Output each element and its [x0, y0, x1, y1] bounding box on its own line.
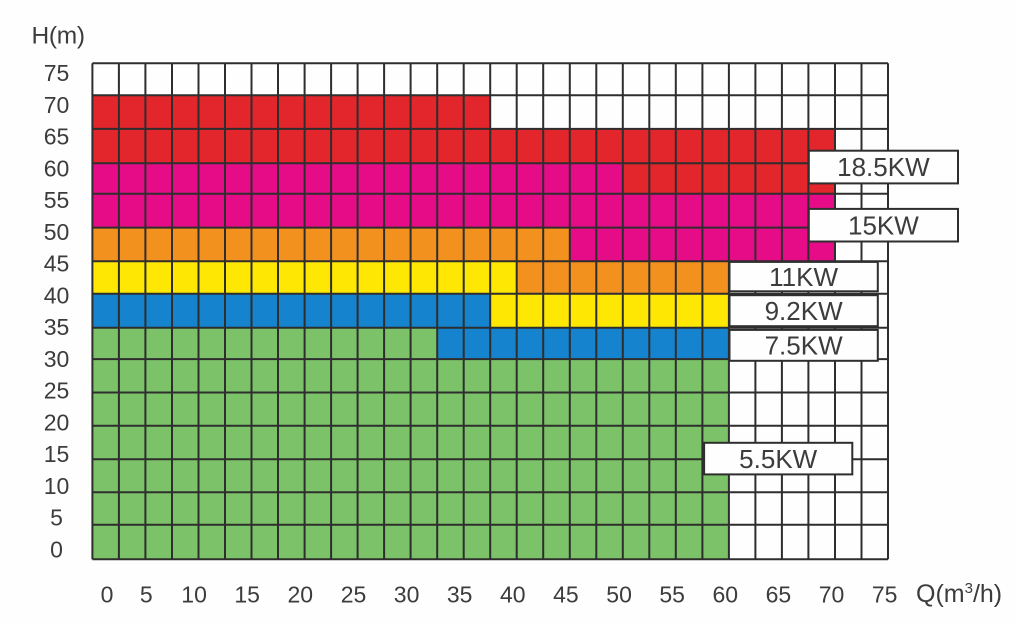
svg-text:60: 60 [44, 155, 70, 181]
svg-text:7.5KW: 7.5KW [765, 331, 843, 361]
svg-text:Q(m3/h): Q(m3/h) [916, 580, 1002, 608]
svg-text:15: 15 [234, 582, 260, 608]
svg-text:20: 20 [288, 582, 314, 608]
svg-text:10: 10 [181, 582, 207, 608]
svg-text:55: 55 [659, 582, 685, 608]
svg-text:35: 35 [44, 314, 70, 340]
svg-text:5.5KW: 5.5KW [739, 444, 817, 474]
svg-text:65: 65 [766, 582, 792, 608]
svg-text:10: 10 [44, 473, 70, 499]
svg-text:65: 65 [44, 124, 70, 150]
svg-text:0: 0 [101, 582, 114, 608]
svg-text:25: 25 [341, 582, 367, 608]
svg-text:75: 75 [44, 60, 70, 86]
svg-text:0: 0 [50, 536, 63, 562]
svg-text:11KW: 11KW [769, 262, 838, 292]
svg-text:9.2KW: 9.2KW [765, 296, 843, 326]
svg-text:50: 50 [44, 219, 70, 245]
svg-text:30: 30 [44, 346, 70, 372]
svg-text:30: 30 [394, 582, 420, 608]
svg-text:55: 55 [44, 187, 70, 213]
svg-text:40: 40 [44, 282, 70, 308]
svg-text:75: 75 [872, 582, 898, 608]
svg-text:50: 50 [606, 582, 632, 608]
svg-text:18.5KW: 18.5KW [837, 152, 930, 182]
svg-text:45: 45 [44, 251, 70, 277]
svg-text:35: 35 [447, 582, 473, 608]
svg-text:45: 45 [553, 582, 579, 608]
svg-text:5: 5 [140, 582, 153, 608]
svg-text:20: 20 [44, 409, 70, 435]
svg-text:70: 70 [819, 582, 845, 608]
svg-text:25: 25 [44, 378, 70, 404]
svg-text:70: 70 [44, 92, 70, 118]
svg-text:40: 40 [500, 582, 526, 608]
svg-text:15: 15 [44, 441, 70, 467]
svg-text:5: 5 [50, 505, 63, 531]
svg-text:H(m): H(m) [32, 22, 85, 49]
svg-text:15KW: 15KW [848, 210, 919, 240]
svg-text:60: 60 [713, 582, 739, 608]
